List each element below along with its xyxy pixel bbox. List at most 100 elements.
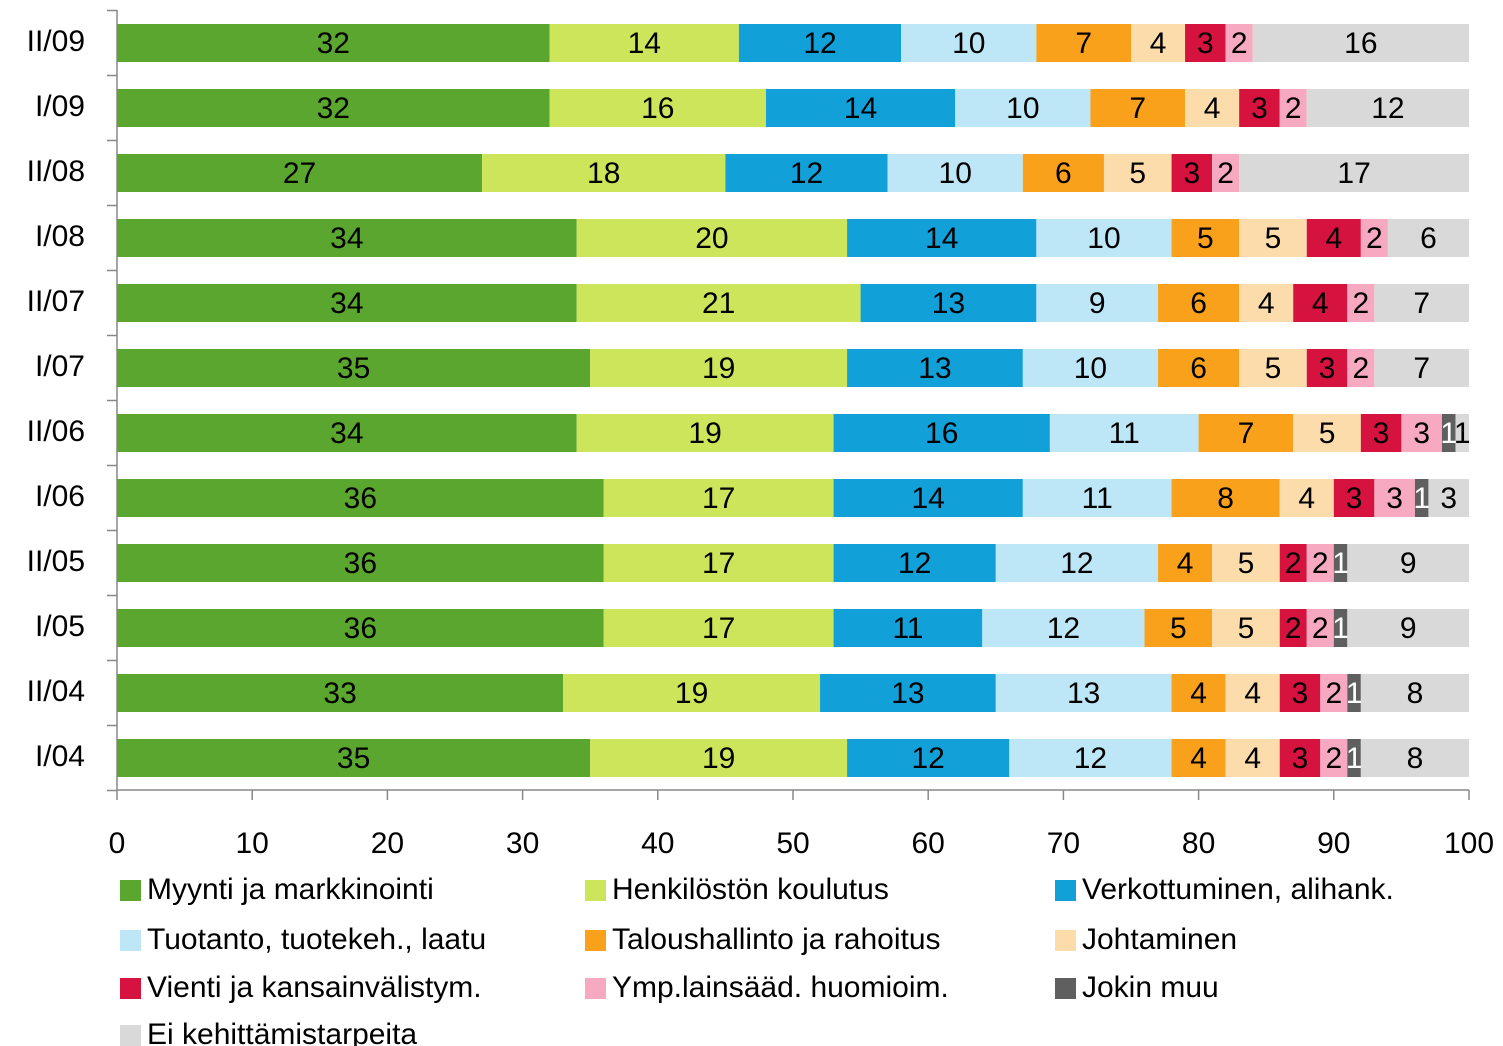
bar-segment <box>1158 284 1240 322</box>
legend-label: Jokin muu <box>1082 971 1219 1004</box>
bar-segment <box>563 674 821 712</box>
legend-label: Taloushallinto ja rahoitus <box>612 923 941 956</box>
bar-segment <box>1239 284 1294 322</box>
bar-segment <box>1049 414 1199 452</box>
bar-segment <box>1009 739 1172 777</box>
legend-label: Tuotanto, tuotekeh., laatu <box>147 923 486 956</box>
bar-segment <box>820 674 996 712</box>
data-label: 13 <box>891 677 924 710</box>
bar-segment <box>1090 89 1186 127</box>
bar-segment <box>549 24 739 62</box>
bar-segment <box>117 154 483 192</box>
bar-segment <box>833 479 1023 517</box>
bar-segment <box>1333 544 1348 582</box>
data-label: 10 <box>1087 222 1120 255</box>
bar-segment <box>1185 89 1240 127</box>
data-label: 19 <box>688 417 721 450</box>
bar-segment <box>576 414 834 452</box>
data-label: 3 <box>1251 92 1268 125</box>
bar-segment <box>117 544 604 582</box>
x-tick-label: 70 <box>1047 827 1080 860</box>
bar-segment <box>847 349 1023 387</box>
bar-segment <box>765 89 956 127</box>
y-tick-label: I/04 <box>35 740 85 773</box>
data-label: 4 <box>1244 677 1261 710</box>
data-label: 17 <box>702 482 735 515</box>
data-label: 1 <box>1332 612 1349 645</box>
data-label: 2 <box>1366 222 1383 255</box>
bar-segment <box>117 284 577 322</box>
data-label: 16 <box>925 417 958 450</box>
data-label: 7 <box>1129 92 1146 125</box>
x-tick-label: 10 <box>236 827 269 860</box>
bar-segment <box>117 414 577 452</box>
bar-segment <box>955 89 1091 127</box>
data-label: 5 <box>1129 157 1146 190</box>
data-label: 33 <box>323 677 356 710</box>
bar-segment <box>1374 284 1469 322</box>
bar-segment <box>1279 674 1321 712</box>
bar-segment <box>982 609 1145 647</box>
bar-segment <box>576 219 848 257</box>
bar-segment <box>1306 609 1334 647</box>
bar-segment <box>833 414 1050 452</box>
data-label: 6 <box>1420 222 1437 255</box>
y-tick-label: II/05 <box>27 545 85 578</box>
data-label: 8 <box>1217 482 1234 515</box>
data-label: 4 <box>1325 222 1342 255</box>
data-label: 34 <box>330 222 363 255</box>
data-label: 9 <box>1400 612 1417 645</box>
bar-segment <box>1360 219 1388 257</box>
data-label: 2 <box>1285 92 1302 125</box>
data-label: 4 <box>1177 547 1194 580</box>
bar-segment <box>117 609 604 647</box>
bar-segment <box>1185 24 1226 62</box>
bar-segment <box>1239 89 1280 127</box>
bar-segment <box>1320 739 1348 777</box>
y-tick-label: I/09 <box>35 90 85 123</box>
bar-segment <box>995 544 1159 582</box>
data-label: 19 <box>702 742 735 775</box>
data-label: 1 <box>1346 677 1363 710</box>
bar-segment <box>1036 284 1159 322</box>
x-tick-label: 60 <box>912 827 945 860</box>
data-label: 3 <box>1292 677 1309 710</box>
bar-segment <box>1225 674 1280 712</box>
data-label: 4 <box>1312 287 1329 320</box>
bar-segment <box>887 154 1023 192</box>
bar-segment <box>1306 544 1334 582</box>
legend-label: Johtaminen <box>1082 923 1237 956</box>
data-label: 11 <box>892 612 923 645</box>
data-label: 6 <box>1190 352 1207 385</box>
data-label: 9 <box>1089 287 1106 320</box>
bar-segment <box>1022 349 1159 387</box>
data-label: 12 <box>912 742 945 775</box>
data-label: 2 <box>1352 352 1369 385</box>
data-label: 3 <box>1373 417 1390 450</box>
data-label: 2 <box>1312 547 1329 580</box>
bar-segment <box>1347 544 1469 582</box>
data-label: 16 <box>641 92 674 125</box>
bar-segment <box>117 674 564 712</box>
data-label: 19 <box>675 677 708 710</box>
data-label: 10 <box>939 157 972 190</box>
bar-segment <box>1022 479 1172 517</box>
bar-segment <box>1387 219 1469 257</box>
bar-segment <box>1225 739 1280 777</box>
bar-segment <box>117 219 577 257</box>
bar-segment <box>576 284 861 322</box>
data-label: 11 <box>1109 417 1140 450</box>
data-label: 32 <box>317 92 350 125</box>
bar-segment <box>1036 219 1172 257</box>
bar-segment <box>1360 739 1469 777</box>
data-label: 1 <box>1454 417 1471 450</box>
data-label: 36 <box>344 547 377 580</box>
data-label: 11 <box>1082 482 1113 515</box>
x-tick-label: 50 <box>776 827 809 860</box>
bar-segment <box>1171 674 1226 712</box>
bar-segment <box>1171 219 1240 257</box>
data-label: 20 <box>695 222 728 255</box>
data-label: 8 <box>1407 677 1424 710</box>
data-label: 3 <box>1319 352 1336 385</box>
bar-segment <box>1374 479 1415 517</box>
